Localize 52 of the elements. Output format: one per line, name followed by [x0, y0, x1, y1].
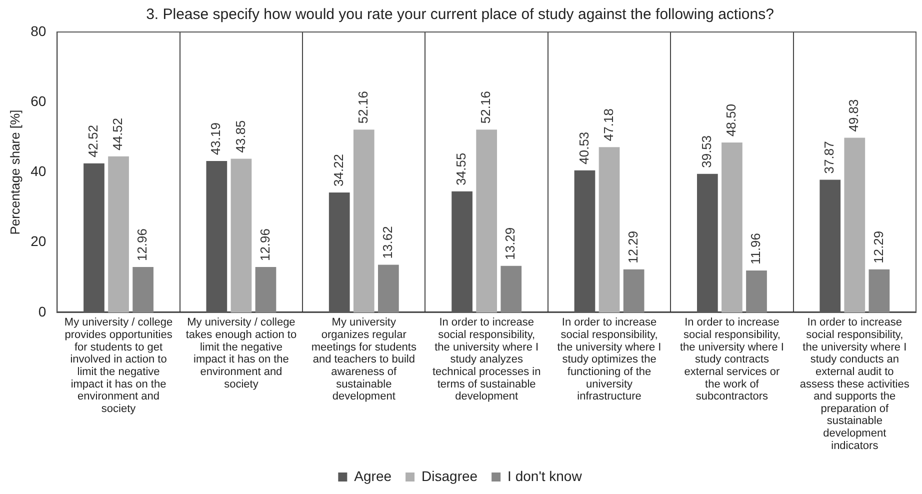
bar [623, 269, 644, 312]
bar [722, 142, 742, 312]
text: 13.62 [380, 226, 396, 259]
text: 11.96 [748, 232, 764, 265]
text: 43.19 [208, 122, 224, 156]
x-tick-label: My university organizes regular meetings for students and teachers to build awareness of sustainable development [311, 316, 417, 403]
text: 44.52 [110, 118, 126, 150]
text: 52.16 [355, 91, 370, 124]
bar [868, 269, 890, 312]
x-tick-label: In order to increase social responsibility, the university where I study analyzes technical processes in terms of sustainable development [432, 316, 541, 403]
bar [255, 267, 276, 312]
text: 12.29 [625, 230, 640, 264]
category-label: In order to increase social responsibility, the university where I study conducts an external audit to assess these activities and supports the preparation of sustainable development indicators [800, 316, 910, 452]
bar [844, 138, 866, 312]
y-tick-label: 40 [30, 163, 46, 180]
text: 34.55 [454, 152, 469, 186]
text: 48.50 [724, 104, 739, 136]
y-tick-label: 20 [30, 233, 46, 250]
text: 13.29 [502, 227, 518, 260]
y-axis-title: Percentage share [%] [7, 110, 22, 235]
y-tick-label: 60 [30, 92, 46, 109]
bar [353, 130, 374, 312]
x-tick-label: In order to increase social responsibility, the university where I study optimizes the functioning of the university infrastructure [557, 316, 662, 403]
text: 49.83 [846, 99, 862, 132]
chart-title: 3. Please specify how would you rate your current place of study against the following actions? [146, 6, 774, 24]
text: 37.87 [822, 141, 837, 174]
text: 43.85 [232, 120, 248, 153]
y-tick-label: 0 [38, 303, 46, 320]
text: 34.22 [330, 154, 346, 187]
bar [476, 130, 498, 312]
bar [598, 147, 620, 312]
bar [746, 270, 767, 312]
text: 40.53 [576, 132, 592, 164]
text: 52.16 [478, 91, 494, 124]
text: 42.52 [86, 124, 101, 158]
bar [378, 264, 399, 312]
text: 12.96 [134, 228, 150, 262]
legend-label: Disagree [422, 468, 478, 484]
text: 47.18 [600, 108, 616, 142]
bar [108, 156, 129, 312]
bar [500, 266, 522, 312]
y-tick-label: 80 [30, 22, 46, 39]
text: 12.96 [257, 228, 272, 262]
x-tick-label: My university / college provides opportunities for students to get involved in action to limit the negative impact it has on the environment and society [64, 316, 173, 415]
x-tick-label: My university / college takes enough action to limit the negative impact it has on the environment and society [186, 316, 297, 390]
legend-label: I don't know [508, 468, 583, 484]
bar [132, 267, 154, 312]
text: 12.29 [870, 230, 886, 264]
legend-label: Agree [354, 468, 392, 484]
x-tick-label: In order to increase social responsibility, the university where I study contracts external services or the work of subcontractors [680, 316, 784, 403]
bar [230, 158, 252, 312]
text: 39.53 [699, 135, 714, 168]
